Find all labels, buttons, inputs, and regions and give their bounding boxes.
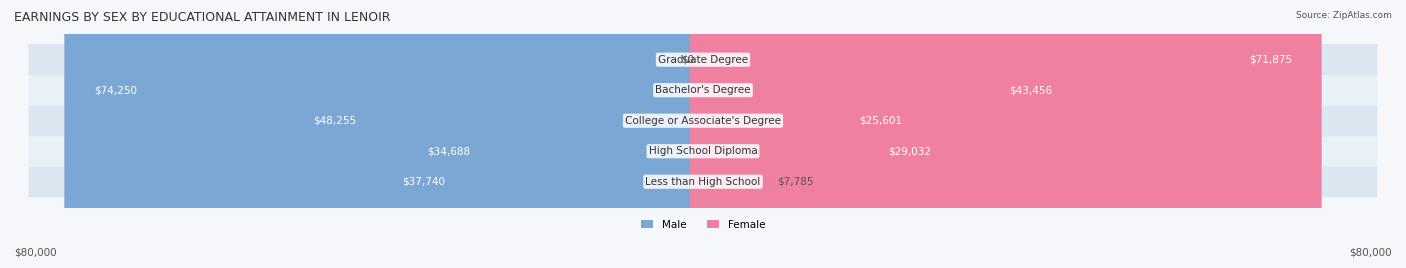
Text: Less than High School: Less than High School	[645, 177, 761, 187]
FancyBboxPatch shape	[28, 166, 1378, 197]
Text: Graduate Degree: Graduate Degree	[658, 55, 748, 65]
FancyBboxPatch shape	[28, 105, 1378, 136]
Text: $29,032: $29,032	[889, 146, 931, 156]
Text: $37,740: $37,740	[402, 177, 444, 187]
FancyBboxPatch shape	[690, 0, 932, 268]
FancyBboxPatch shape	[284, 0, 716, 268]
FancyBboxPatch shape	[690, 0, 1322, 268]
Text: $0: $0	[682, 55, 695, 65]
FancyBboxPatch shape	[373, 0, 716, 268]
FancyBboxPatch shape	[65, 0, 716, 268]
FancyBboxPatch shape	[28, 136, 1378, 167]
Text: $48,255: $48,255	[314, 116, 356, 126]
FancyBboxPatch shape	[690, 0, 1083, 268]
Text: College or Associate's Degree: College or Associate's Degree	[626, 116, 780, 126]
Text: EARNINGS BY SEX BY EDUCATIONAL ATTAINMENT IN LENOIR: EARNINGS BY SEX BY EDUCATIONAL ATTAINMEN…	[14, 11, 391, 24]
FancyBboxPatch shape	[28, 75, 1378, 106]
Text: $71,875: $71,875	[1249, 55, 1292, 65]
Text: $80,000: $80,000	[1350, 247, 1392, 257]
FancyBboxPatch shape	[690, 0, 960, 268]
FancyBboxPatch shape	[28, 44, 1378, 75]
Text: $25,601: $25,601	[859, 116, 903, 126]
Text: $43,456: $43,456	[1010, 85, 1053, 95]
FancyBboxPatch shape	[398, 0, 716, 268]
Text: Bachelor's Degree: Bachelor's Degree	[655, 85, 751, 95]
Text: Source: ZipAtlas.com: Source: ZipAtlas.com	[1296, 11, 1392, 20]
Text: $7,785: $7,785	[778, 177, 814, 187]
Legend: Male, Female: Male, Female	[637, 215, 769, 234]
Text: High School Diploma: High School Diploma	[648, 146, 758, 156]
FancyBboxPatch shape	[690, 0, 782, 268]
Text: $34,688: $34,688	[427, 146, 471, 156]
Text: $74,250: $74,250	[94, 85, 136, 95]
Text: $80,000: $80,000	[14, 247, 56, 257]
